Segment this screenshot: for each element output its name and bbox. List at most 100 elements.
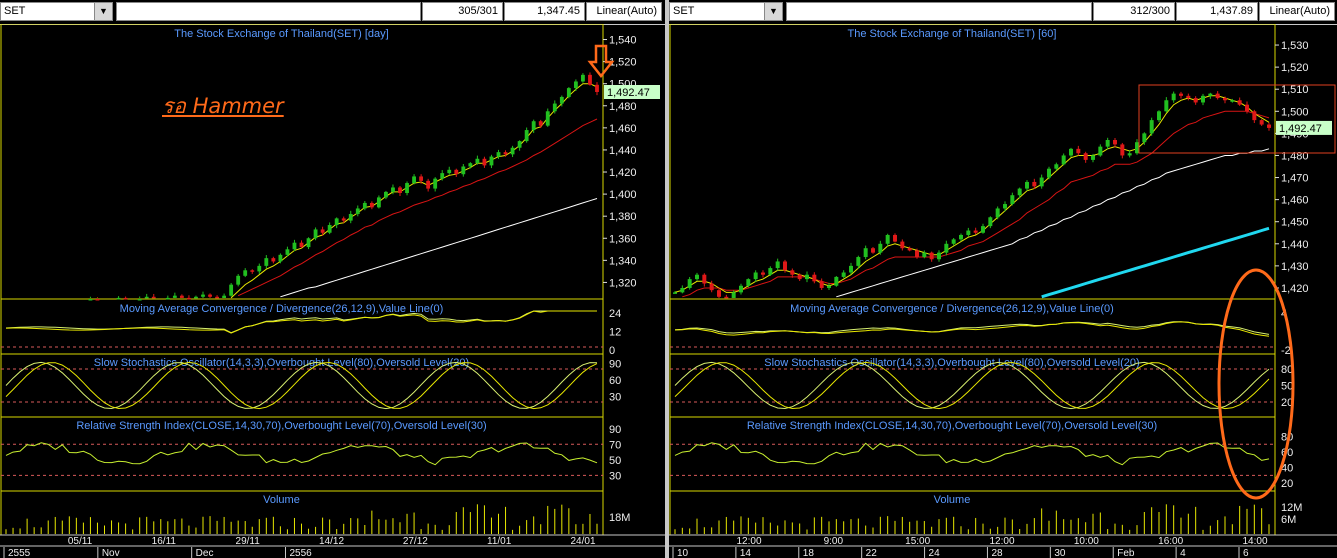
stoch-d-line [674, 361, 1270, 410]
rsi-title: Relative Strength Index(CLOSE,14,30,70),… [76, 420, 486, 432]
price-tick-label: 1,540 [609, 35, 637, 47]
period-label: 2555 [8, 548, 31, 558]
candle-body [194, 296, 198, 299]
candle-body [264, 258, 269, 266]
price-pane-title: The Stock Exchange of Thailand(SET) [60] [848, 28, 1057, 40]
chevron-down-icon[interactable]: ▼ [94, 3, 112, 20]
candle-body [724, 296, 729, 299]
candle-body [573, 81, 578, 89]
candle-body [1047, 168, 1051, 178]
candle-body [517, 141, 522, 148]
period-label: Dec [196, 548, 214, 558]
date-label: 15:00 [905, 536, 930, 547]
candle-body [1157, 111, 1161, 121]
period-label: 14 [740, 548, 752, 558]
left-bars-count: 305/301 [422, 2, 503, 21]
candle-body [849, 265, 853, 273]
left-annotation: รอ Hammer [162, 94, 284, 118]
candle-body [1017, 188, 1022, 196]
candle-body [292, 242, 297, 250]
candle-body [885, 234, 890, 244]
left-chart-canvas[interactable]: The Stock Exchange of Thailand(SET) [day… [0, 24, 665, 558]
candle-body [355, 208, 360, 214]
right-scale-mode[interactable]: Linear(Auto) [1259, 2, 1335, 21]
rsi-title: Relative Strength Index(CLOSE,14,30,70),… [747, 420, 1157, 432]
date-label: 12:00 [736, 536, 761, 547]
candle-body [1120, 144, 1125, 156]
candle-body [1142, 133, 1147, 143]
candle-body [250, 270, 255, 272]
candle-body [856, 257, 861, 266]
volume-title: Volume [263, 494, 300, 506]
left-scale-mode[interactable]: Linear(Auto) [586, 2, 662, 21]
volume-title: Volume [934, 494, 971, 506]
stoch-k-line [674, 361, 1270, 410]
candle-body [929, 252, 934, 260]
price-tick-label: 1,520 [1281, 62, 1309, 74]
highlight-box [1138, 84, 1336, 154]
candle-body [702, 274, 707, 284]
chevron-down-icon[interactable]: ▼ [764, 3, 782, 20]
panel-divider[interactable] [665, 0, 669, 558]
candle-body [695, 274, 699, 280]
highlight-oval [1217, 268, 1295, 500]
left-toolbar: SET ▼ 305/301 1,347.45 Linear(Auto) [0, 0, 665, 25]
candle-body [819, 281, 824, 288]
stoch-d-line [5, 361, 598, 410]
candle-body [271, 258, 276, 262]
right-chart-canvas[interactable]: The Stock Exchange of Thailand(SET) [60]… [669, 24, 1337, 558]
price-tick-label: 1,340 [609, 255, 637, 267]
candle-body [334, 218, 339, 226]
rsi-tick-label: 40 [1281, 463, 1293, 475]
candle-body [510, 147, 515, 155]
last-price-tag [604, 85, 660, 100]
candle-body [398, 187, 402, 193]
ma-mid-line [682, 110, 1270, 298]
candle-body [893, 234, 897, 242]
candle-body [717, 290, 721, 297]
date-label: 14:00 [1242, 536, 1267, 547]
period-label: 24 [929, 548, 941, 558]
macd-title: Moving Average Convergence / Divergence(… [790, 303, 1114, 315]
ma-long-line [1041, 226, 1270, 299]
candle-body [208, 294, 212, 297]
candle-body [461, 166, 466, 175]
price-tick-label: 1,430 [1281, 261, 1309, 273]
stoch-tick-label: 20 [1281, 397, 1293, 409]
candle-body [1083, 153, 1088, 160]
candle-body [405, 183, 409, 193]
date-label: 16:00 [1158, 536, 1183, 547]
candle-body [1267, 124, 1271, 128]
left-symbol-value: SET [4, 5, 26, 17]
left-symbol-select[interactable]: SET ▼ [0, 2, 113, 21]
stoch-title: Slow Stochastics Oscillator(14,3,3),Over… [764, 357, 1139, 369]
candle-body [236, 275, 241, 285]
stoch-tick-label: 90 [609, 359, 621, 371]
candle-body [739, 285, 743, 293]
price-tick-label: 1,460 [609, 123, 637, 135]
period-label: Feb [1117, 548, 1135, 558]
candle-body [805, 274, 809, 280]
volume-tick-label: 18M [609, 512, 630, 524]
candle-body [412, 176, 416, 184]
candle-body [863, 248, 868, 258]
candle-body [1245, 104, 1249, 112]
candle-body [201, 294, 205, 297]
candle-body [313, 229, 318, 239]
volume-tick-label: 6M [1281, 514, 1296, 526]
candle-body [341, 218, 346, 221]
period-label: 4 [1180, 548, 1186, 558]
price-tick-label: 1,530 [1281, 40, 1309, 52]
candle-body [285, 249, 290, 255]
price-tick-label: 1,450 [1281, 217, 1309, 229]
right-symbol-select[interactable]: SET ▼ [669, 2, 783, 21]
rsi-tick-label: 70 [609, 439, 621, 451]
candle-body [496, 152, 501, 157]
date-label: 24/01 [570, 536, 595, 547]
right-blank-field [786, 2, 1092, 21]
period-label: 2556 [290, 548, 313, 558]
stoch-title: Slow Stochastics Oscillator(14,3,3),Over… [94, 357, 469, 369]
stoch-tick-label: 80 [1281, 364, 1293, 376]
candle-body [1054, 164, 1059, 169]
period-label: Nov [102, 548, 120, 558]
